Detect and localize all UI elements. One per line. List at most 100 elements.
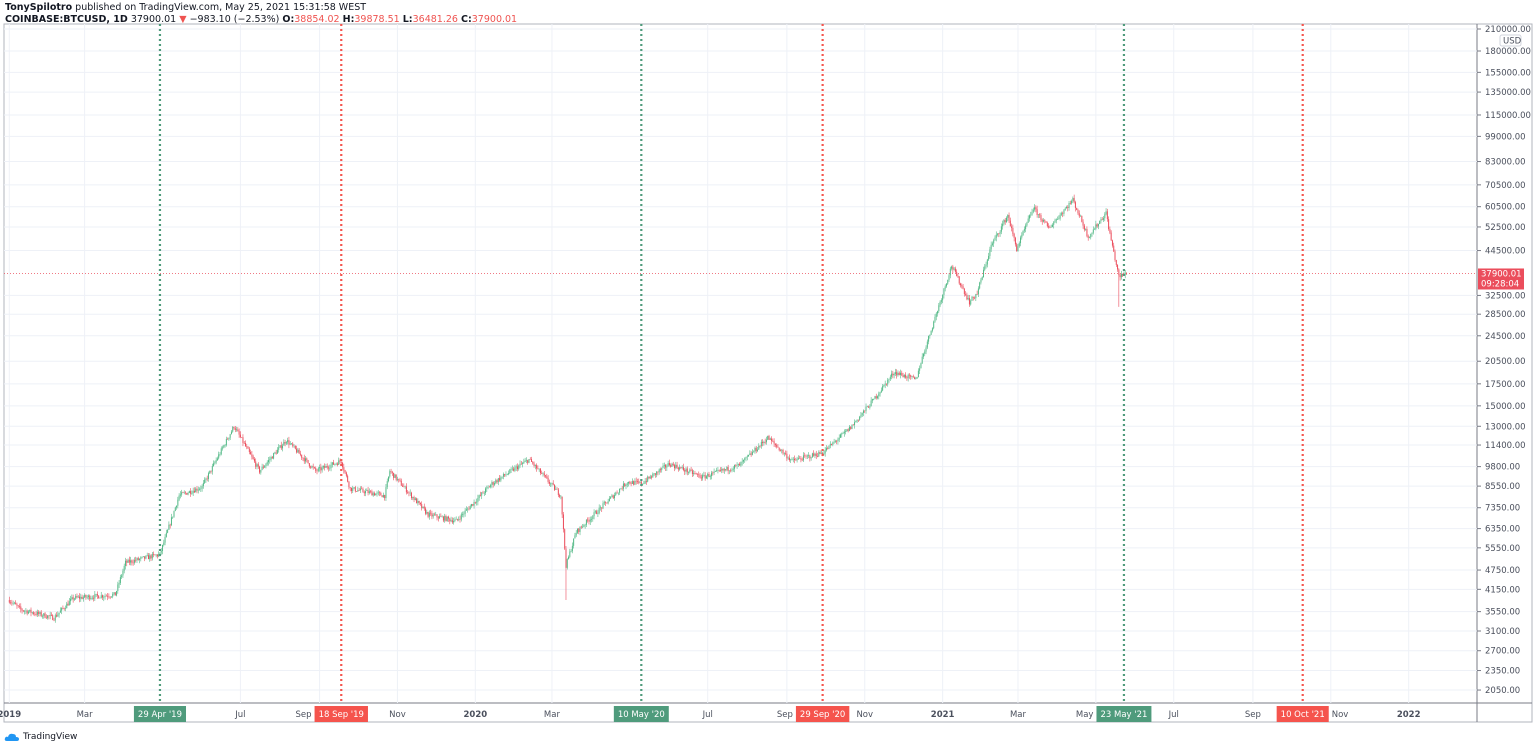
candle — [800, 455, 802, 463]
y-tick-label: 70500.00 — [1485, 181, 1526, 191]
candle-body — [191, 493, 193, 494]
candle — [52, 614, 54, 621]
candle — [301, 454, 303, 460]
candle-body — [640, 481, 642, 485]
candle-body — [66, 603, 68, 609]
candle — [349, 487, 351, 492]
candle-body — [58, 612, 60, 615]
cloud-icon — [4, 733, 19, 741]
candle — [100, 591, 102, 599]
candle — [859, 415, 861, 421]
candle — [847, 428, 849, 433]
candle — [962, 283, 964, 290]
candle-body — [1087, 235, 1089, 238]
candle-body — [312, 466, 314, 468]
candle-body — [682, 467, 684, 470]
cycle-marker-label[interactable]: 29 Apr '19 — [133, 706, 187, 722]
candle-body — [647, 476, 649, 482]
candle — [725, 468, 727, 472]
candle-body — [1099, 220, 1101, 224]
candle — [213, 460, 215, 467]
candle-body — [1048, 226, 1050, 228]
candle-body — [671, 463, 673, 467]
candle-body — [184, 492, 186, 494]
candle-body — [20, 606, 22, 610]
candle-body — [380, 492, 382, 496]
cycle-marker-label[interactable]: 10 May '20 — [613, 706, 669, 722]
candle — [278, 444, 280, 453]
candle-body — [103, 596, 105, 598]
candle — [755, 446, 757, 454]
cycle-marker-label[interactable]: 29 Sep '20 — [795, 706, 850, 722]
candle-body — [75, 596, 77, 599]
brand-name: TradingView — [23, 731, 78, 742]
candle — [897, 370, 899, 377]
candle-body — [463, 513, 465, 515]
candle — [1068, 200, 1070, 211]
candle-body — [534, 465, 536, 466]
candle — [727, 464, 729, 475]
candle — [149, 553, 151, 562]
marker-label-text: 10 May '20 — [618, 710, 665, 720]
candle-body — [998, 233, 1000, 235]
candle — [118, 579, 120, 588]
candle-body — [228, 437, 230, 440]
candle — [137, 556, 139, 561]
candle-body — [389, 471, 391, 477]
candle-body — [427, 512, 429, 517]
candle — [1096, 223, 1098, 228]
candle — [96, 591, 98, 599]
y-tick-label: 2700.00 — [1485, 647, 1520, 657]
candle-body — [977, 288, 979, 295]
candle-body — [21, 609, 23, 611]
candle — [259, 465, 261, 475]
candle — [469, 504, 471, 510]
candle — [763, 440, 765, 446]
tradingview-logo[interactable]: TradingView — [4, 731, 77, 742]
candle-body — [569, 551, 571, 557]
candle — [599, 505, 601, 511]
candle-body — [953, 268, 955, 270]
candle — [513, 466, 515, 472]
candle-body — [10, 602, 12, 604]
candle — [400, 478, 402, 486]
candle — [492, 481, 494, 488]
candle-body — [921, 356, 923, 364]
candle-body — [154, 554, 156, 556]
cycle-marker-label[interactable]: 10 Oct '21 — [1276, 706, 1329, 722]
y-tick-label: 3100.00 — [1485, 627, 1520, 637]
candle-body — [1028, 215, 1030, 219]
x-tick-label: 2021 — [931, 710, 955, 720]
publisher-name[interactable]: TonySpilotro — [5, 2, 73, 13]
candle — [515, 464, 517, 471]
candle — [257, 462, 259, 469]
candle — [1092, 226, 1094, 235]
candle — [716, 467, 718, 472]
candle — [819, 450, 821, 455]
candle-body — [790, 459, 792, 461]
cycle-marker-label[interactable]: 18 Sep '19 — [314, 706, 368, 722]
candle — [723, 467, 725, 474]
candle — [1055, 218, 1057, 224]
cycle-marker-label[interactable]: 23 May '21 — [1096, 706, 1152, 722]
candle — [98, 595, 100, 599]
candle — [436, 513, 438, 521]
candle-body — [64, 608, 66, 609]
candle-body — [684, 469, 686, 472]
candle — [352, 485, 354, 494]
candle-body — [518, 465, 520, 470]
candle — [481, 491, 483, 500]
candle-body — [585, 519, 587, 525]
candle — [684, 468, 686, 476]
candle — [329, 464, 331, 471]
candle-body — [379, 492, 381, 494]
candle-body — [348, 481, 350, 488]
candle — [951, 265, 953, 271]
candle — [358, 487, 360, 491]
candle-body — [520, 463, 522, 465]
candle-body — [49, 614, 51, 617]
candle-body — [1040, 215, 1042, 220]
candle — [1021, 232, 1023, 240]
candle-body — [779, 450, 781, 451]
